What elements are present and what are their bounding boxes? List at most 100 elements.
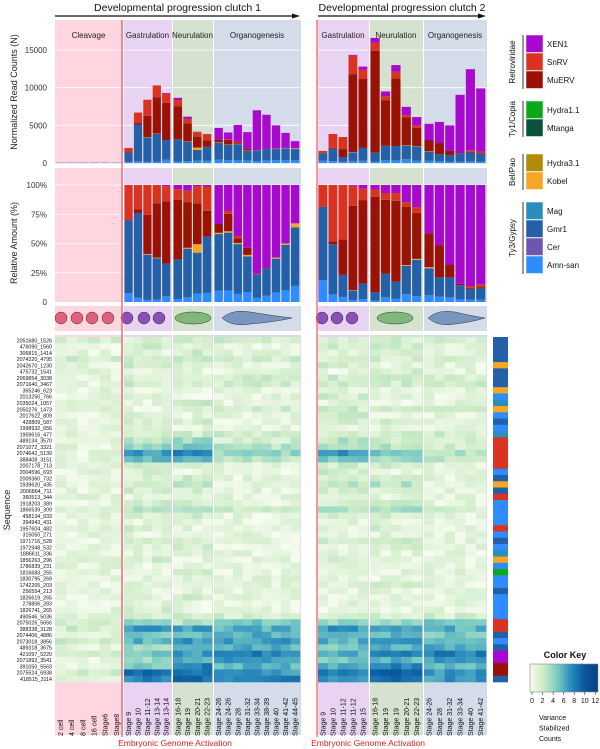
heatmap-cell [411,424,423,432]
heatmap-cell [318,387,329,394]
heatmap-cell [271,537,282,545]
row-label: 1742205_203 [20,583,52,589]
heatmap-cell [110,393,123,401]
bar-segment-muerv [193,136,202,148]
family-sidebar-cell [493,349,508,357]
relative-bar-segment-amn-san [152,299,161,302]
heatmap-cell [390,569,402,576]
heatmap-cell [133,387,144,394]
heatmap-cell [233,406,243,413]
heatmap-cell [182,399,193,407]
heatmap-cell [173,638,184,645]
row-label: 2071072_3321 [17,445,52,451]
heatmap-cell [444,468,456,476]
heatmap-cell [182,663,193,670]
heatmap-cell [214,380,224,388]
heatmap-cell [242,556,253,564]
heatmap-cell [88,406,100,413]
heatmap-cell [280,418,291,426]
heatmap-cell [66,500,78,507]
heatmap-cell [401,581,412,589]
bar-segment-gmr1 [271,149,281,160]
heatmap-cell [202,525,213,532]
heatmap-cell [261,631,272,639]
heatmap-cell [233,475,243,482]
heatmap-cell [390,412,402,419]
heatmap-cell [242,380,253,388]
bar-segment-snrv [143,99,152,116]
heatmap-cell [223,380,234,388]
heatmap-cell [88,650,100,658]
family-sidebar-cell [493,600,508,608]
heatmap-cell [261,418,272,426]
heatmap-cell [434,475,445,482]
row-label: 2050276_1473 [17,407,52,413]
heatmap-cell [475,663,487,670]
heatmap-cell [214,638,224,645]
heatmap-cell [99,625,112,633]
heatmap-cell [252,437,263,444]
heatmap-cell [380,493,392,501]
stage-label-organogenesis: Organogenesis [428,31,482,40]
relative-bar-segment-gmr1 [143,254,152,300]
heatmap-cell [380,462,392,470]
legend-swatch-gmr1 [525,219,544,238]
heatmap-cell [370,644,381,651]
heatmap-cell [475,437,487,444]
heatmap-cell [99,531,112,539]
heatmap-cell [328,656,339,664]
heatmap-cell [455,337,466,344]
x-tick-label: Stage 19 [393,708,400,736]
heatmap-cell [261,506,272,513]
heatmap-cell [124,368,134,375]
relative-bar-segment-snrv [476,284,486,287]
heatmap-cell [271,644,282,651]
x-tick-label: Stage 41-42 [283,698,290,736]
heatmap-cell [161,606,172,614]
heatmap-cell [142,343,153,350]
heatmap-cell [77,412,89,419]
heatmap-cell [173,525,184,532]
heatmap-cell [152,393,162,401]
heatmap-cell [242,575,253,582]
relative-bar-segment-xen1 [193,185,202,187]
heatmap-cell [444,349,456,357]
heatmap-cell [411,456,423,463]
heatmap-cell [142,412,153,419]
bar-segment-gmr1 [434,154,444,162]
heatmap-cell [88,631,100,639]
heatmap-cell [233,387,243,394]
heatmap-cell [348,437,359,444]
heatmap-cell [411,656,423,664]
heatmap-cell [348,638,359,645]
heatmap-cell [261,362,272,369]
heatmap-cell [370,387,381,394]
heatmap-cell [124,393,134,401]
heatmap-cell [358,412,369,419]
heatmap-cell [242,581,253,589]
heatmap-cell [444,663,456,670]
row-label: 256554_213 [23,589,53,595]
row-label: 2074406_4886 [17,633,52,639]
heatmap-cell [348,412,359,419]
heatmap-cell [444,475,456,482]
heatmap-cell [271,569,282,576]
heatmap-cell [290,669,301,677]
heatmap-cell [424,531,435,539]
heatmap-cell [434,638,445,645]
heatmap-cell [475,343,487,350]
heatmap-cell [173,462,184,470]
heatmap-cell [434,569,445,576]
heatmap-cell [318,443,329,451]
family-sidebar-cell [493,362,508,369]
heatmap-cell [261,431,272,438]
heatmap-cell [380,518,392,526]
x-tick-label: 8 cell [80,719,87,736]
heatmap-cell [110,343,123,350]
x-tick-label: Stage 28 [235,708,242,736]
heatmap-cell [242,525,253,532]
heatmap-cell [142,500,153,507]
heatmap-cell [214,518,224,526]
heatmap-cell [358,418,369,426]
